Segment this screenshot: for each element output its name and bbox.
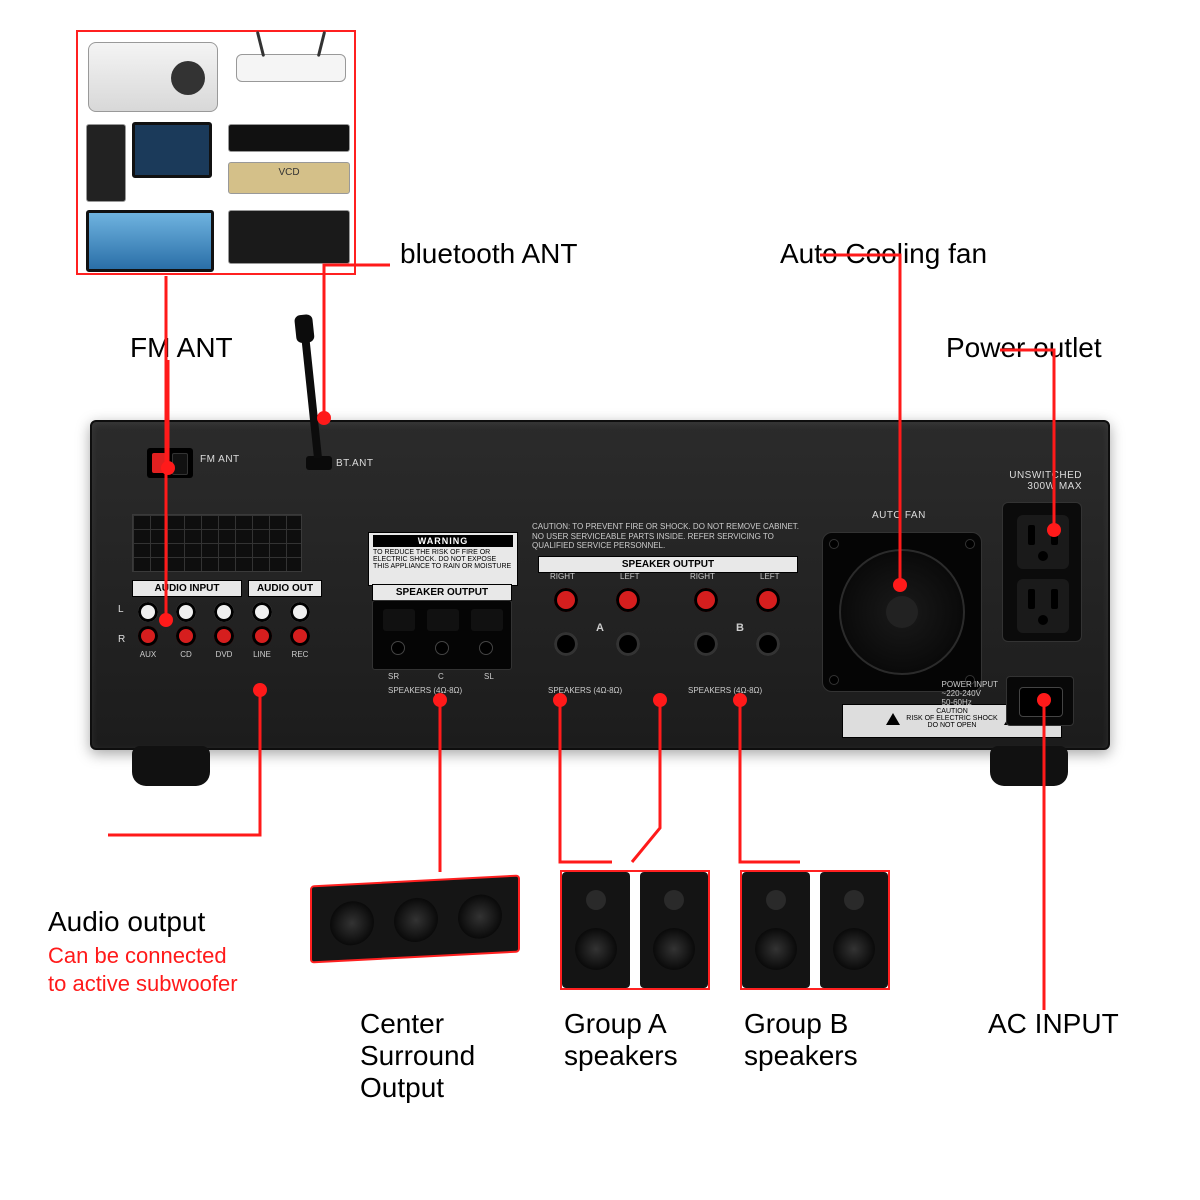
- left-a: LEFT: [620, 572, 640, 581]
- group-b-speakers: [740, 870, 890, 990]
- cooling-fan: [822, 532, 982, 692]
- label-ac-input: AC INPUT: [988, 1008, 1119, 1040]
- label-audio-output-sub: Can be connected to active subwoofer: [48, 942, 238, 997]
- audio-out-head: AUDIO OUT: [248, 580, 322, 597]
- label-center-surround: Center Surround Output: [360, 1008, 475, 1105]
- foot-left: [132, 746, 210, 786]
- label-group-b: Group B speakers: [744, 1008, 858, 1072]
- c-label: C: [438, 672, 444, 681]
- label-auto-cooling-fan: Auto Cooling fan: [780, 238, 987, 270]
- imp-label-2: SPEAKERS (4Ω-8Ω): [548, 686, 622, 695]
- surround-speaker-terminals: [372, 600, 512, 670]
- ac-power-outlet: [1002, 502, 1082, 642]
- speaker-group-b: B: [682, 582, 802, 672]
- label-power-outlet: Power outlet: [946, 332, 1102, 364]
- rca-r-label: R: [118, 634, 126, 645]
- audio-input-head: AUDIO INPUT: [132, 580, 242, 597]
- warning-label: WARNING TO REDUCE THE RISK OF FIRE OR EL…: [368, 532, 518, 586]
- speaker-group-a: A: [542, 582, 662, 672]
- rca-l-label: L: [118, 604, 124, 615]
- foot-right: [990, 746, 1068, 786]
- device-dvd: [228, 124, 350, 152]
- imp-label-1: SPEAKERS (4Ω-8Ω): [388, 686, 462, 695]
- device-tv: [86, 210, 214, 272]
- speaker-output-head1: SPEAKER OUTPUT: [372, 584, 512, 601]
- device-monitor: [132, 122, 212, 178]
- rca-col-aux: AUX: [136, 598, 160, 659]
- warning-body: TO REDUCE THE RISK OF FIRE OR ELECTRIC S…: [373, 549, 511, 570]
- sr-label: SR: [388, 672, 399, 681]
- rca-col-dvd: DVD: [212, 598, 236, 659]
- rca-col-rec: REC: [288, 598, 312, 659]
- ac-input-iec: [1006, 676, 1074, 726]
- center-speaker: [310, 874, 520, 963]
- amplifier-rear-panel: FM ANT BT.ANT AUDIO INPUT AUDIO OUT L R …: [90, 420, 1110, 750]
- fm-ant-text: FM ANT: [200, 454, 240, 465]
- sl-label: SL: [484, 672, 494, 681]
- device-pc-tower: [86, 124, 126, 202]
- caution-small: CAUTION: TO PREVENT FIRE OR SHOCK. DO NO…: [532, 522, 802, 551]
- fm-antenna-terminal: [147, 448, 193, 478]
- rca-col-cd: CD: [174, 598, 198, 659]
- label-bluetooth-ant: bluetooth ANT: [400, 238, 577, 270]
- unswitched-text: UNSWITCHED 300W MAX: [1009, 470, 1082, 492]
- bt-ant-text: BT.ANT: [336, 458, 373, 469]
- source-devices-box: VCD: [76, 30, 356, 275]
- warning-title: WARNING: [373, 535, 513, 547]
- auto-fan-text: AUTO FAN: [872, 510, 926, 521]
- label-audio-output: Audio output: [48, 906, 205, 938]
- label-fm-ant: FM ANT: [130, 332, 233, 364]
- speaker-output-head2: SPEAKER OUTPUT: [538, 556, 798, 573]
- left-b: LEFT: [760, 572, 780, 581]
- device-mixer: [228, 210, 350, 264]
- callout-bluetooth: [324, 265, 390, 418]
- bluetooth-antenna: [299, 318, 322, 458]
- group-a-letter: A: [596, 622, 604, 634]
- group-a-speakers: [560, 870, 710, 990]
- imp-label-3: SPEAKERS (4Ω-8Ω): [688, 686, 762, 695]
- label-group-a: Group A speakers: [564, 1008, 678, 1072]
- right-a: RIGHT: [550, 572, 575, 581]
- device-vcd: VCD: [228, 162, 350, 194]
- rca-col-line: LINE: [250, 598, 274, 659]
- bt-antenna-base: [306, 456, 332, 470]
- device-router: [236, 54, 346, 82]
- eq-response-graph: [132, 514, 302, 572]
- power-input-text: POWER INPUT ~220-240V 50-60Hz: [942, 680, 998, 707]
- group-b-letter: B: [736, 622, 744, 634]
- caution-box-text: CAUTION RISK OF ELECTRIC SHOCK DO NOT OP…: [906, 708, 997, 729]
- right-b: RIGHT: [690, 572, 715, 581]
- device-projector: [88, 42, 218, 112]
